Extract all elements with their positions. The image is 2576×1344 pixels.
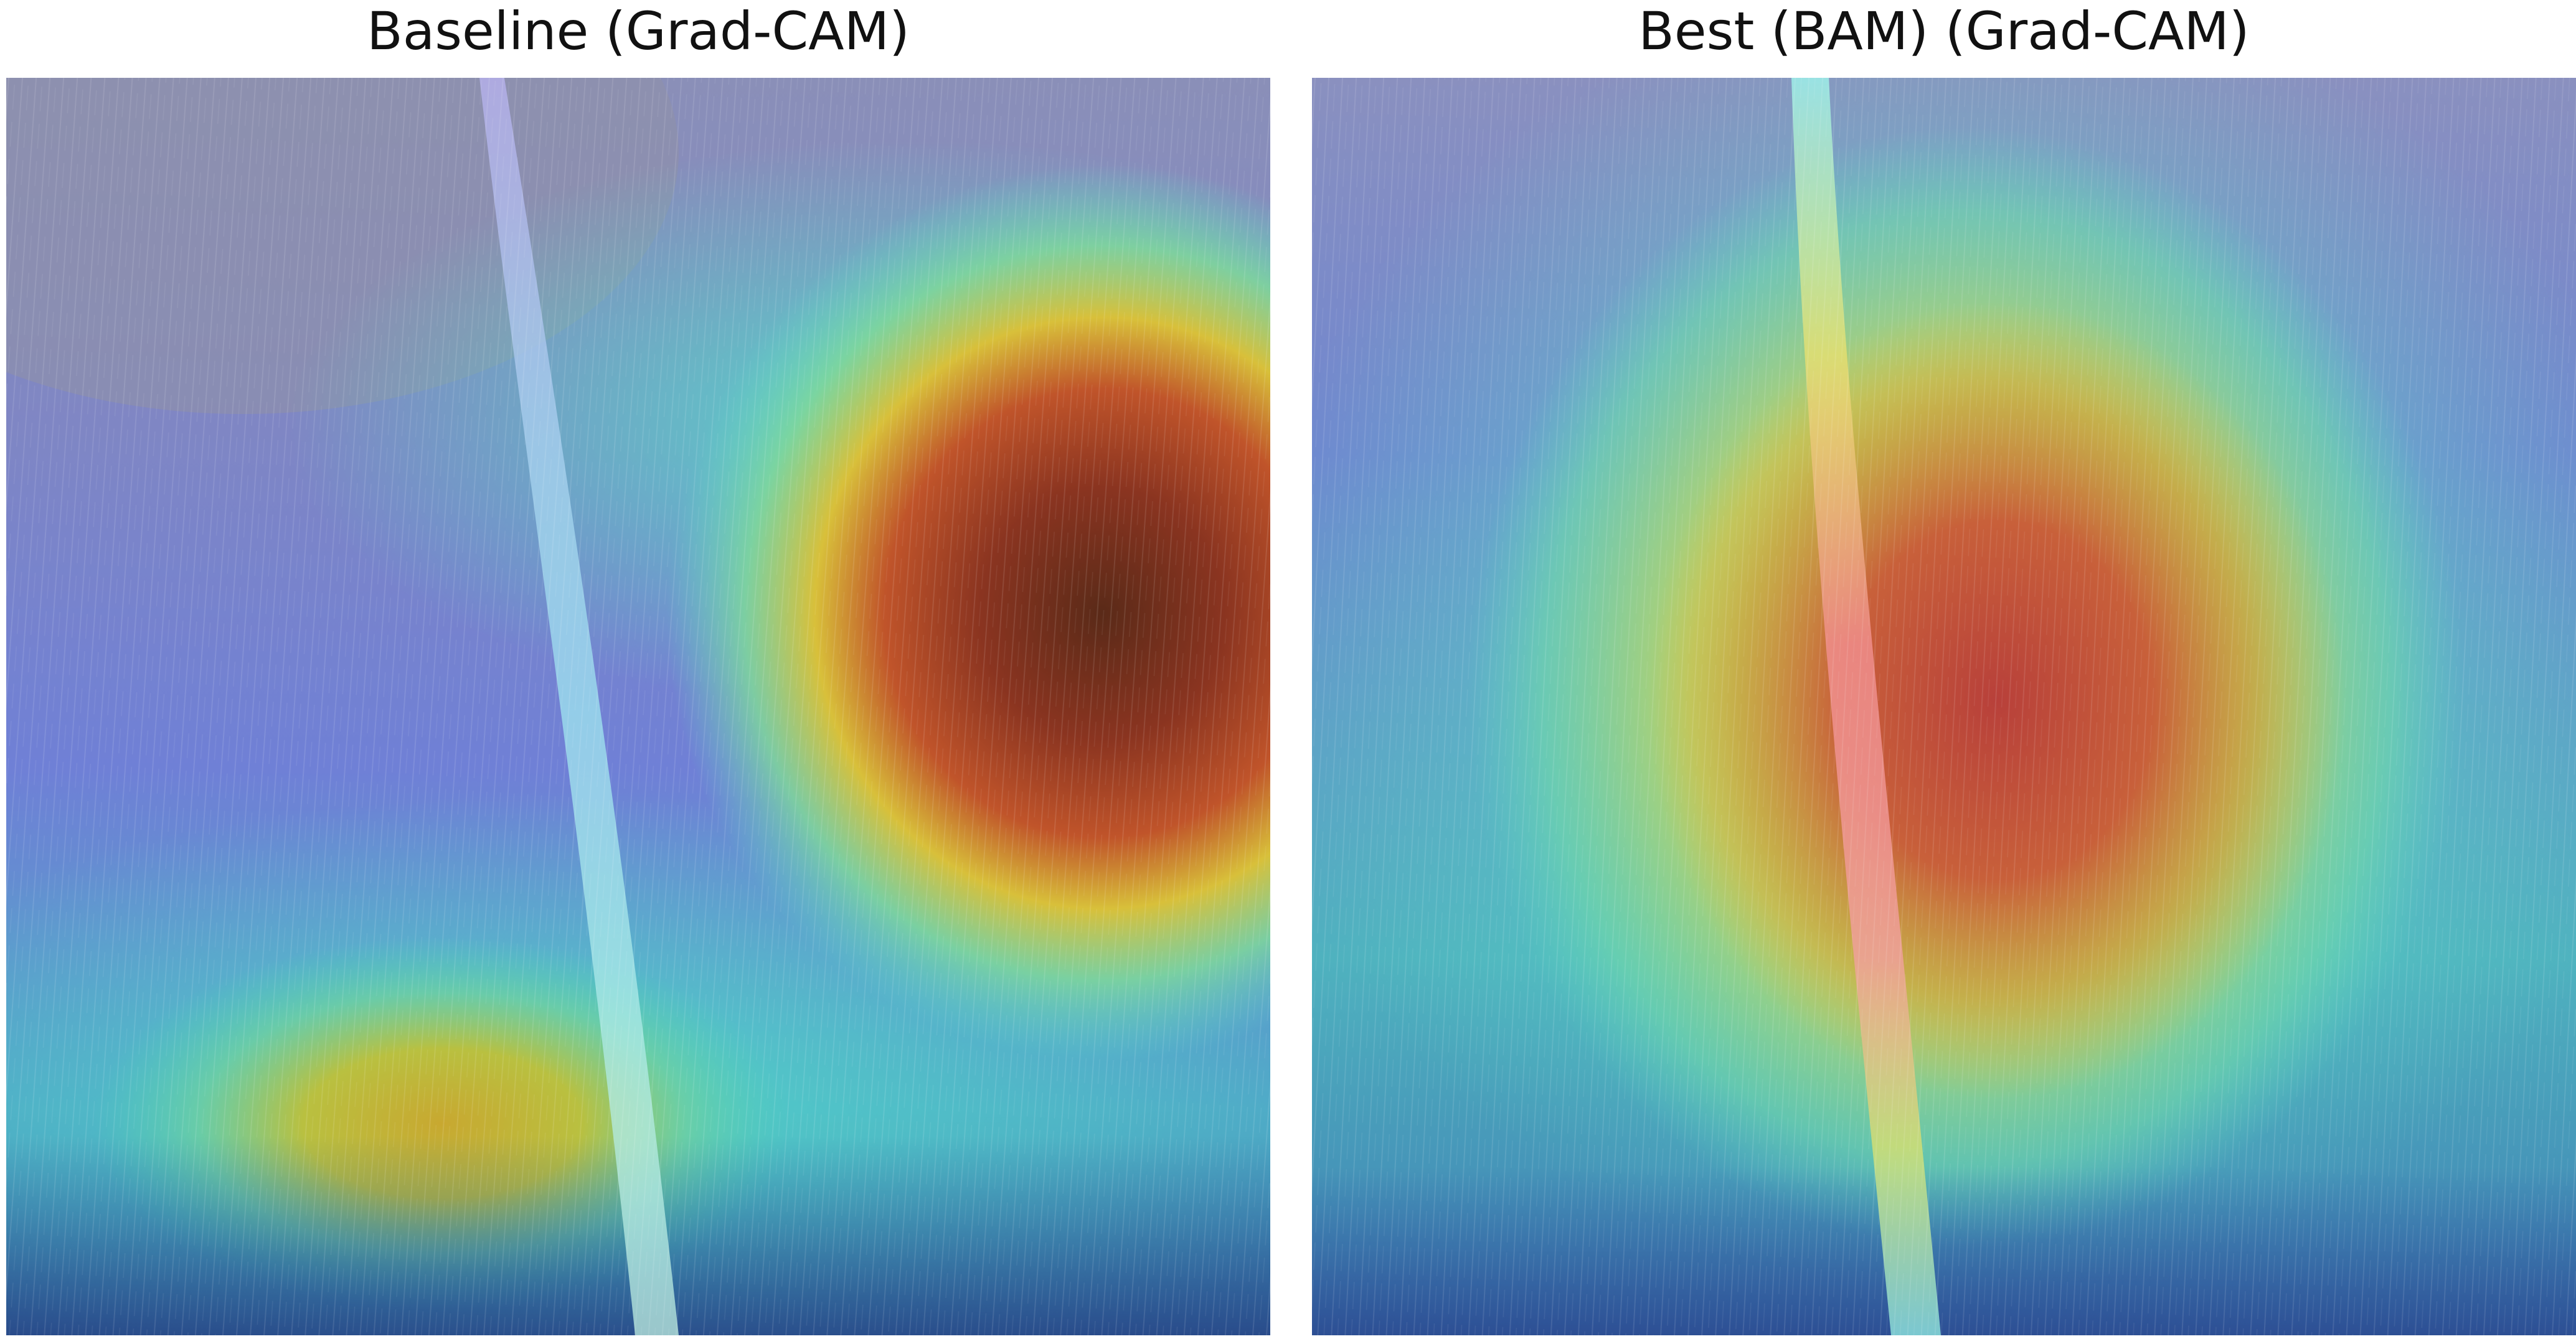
panel-title: Best (BAM) (Grad-CAM) bbox=[1638, 1, 2250, 62]
gradcam-heatmap-best bbox=[1312, 78, 2576, 1335]
panel-best-bam: Best (BAM) (Grad-CAM) bbox=[1312, 0, 2576, 1344]
panel-title: Baseline (Grad-CAM) bbox=[367, 1, 910, 62]
panel-baseline: Baseline (Grad-CAM) bbox=[6, 0, 1270, 1344]
gradcam-heatmap-baseline bbox=[6, 78, 1270, 1335]
